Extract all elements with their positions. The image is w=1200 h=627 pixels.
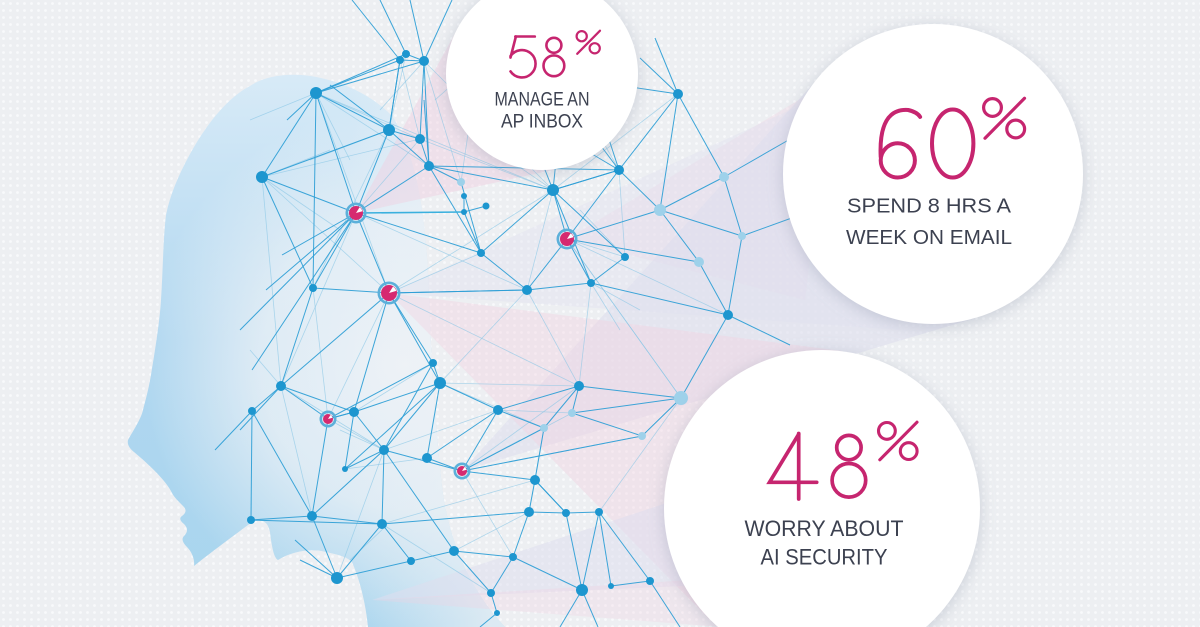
svg-text:WEEK ON EMAIL: WEEK ON EMAIL: [846, 227, 1012, 249]
svg-text:AI SECURITY: AI SECURITY: [761, 545, 888, 570]
svg-text:MANAGE AN: MANAGE AN: [495, 89, 590, 111]
svg-text:WORRY ABOUT: WORRY ABOUT: [745, 516, 904, 541]
svg-text:AP INBOX: AP INBOX: [501, 111, 583, 133]
svg-text:SPEND 8 HRS A: SPEND 8 HRS A: [847, 196, 1012, 218]
